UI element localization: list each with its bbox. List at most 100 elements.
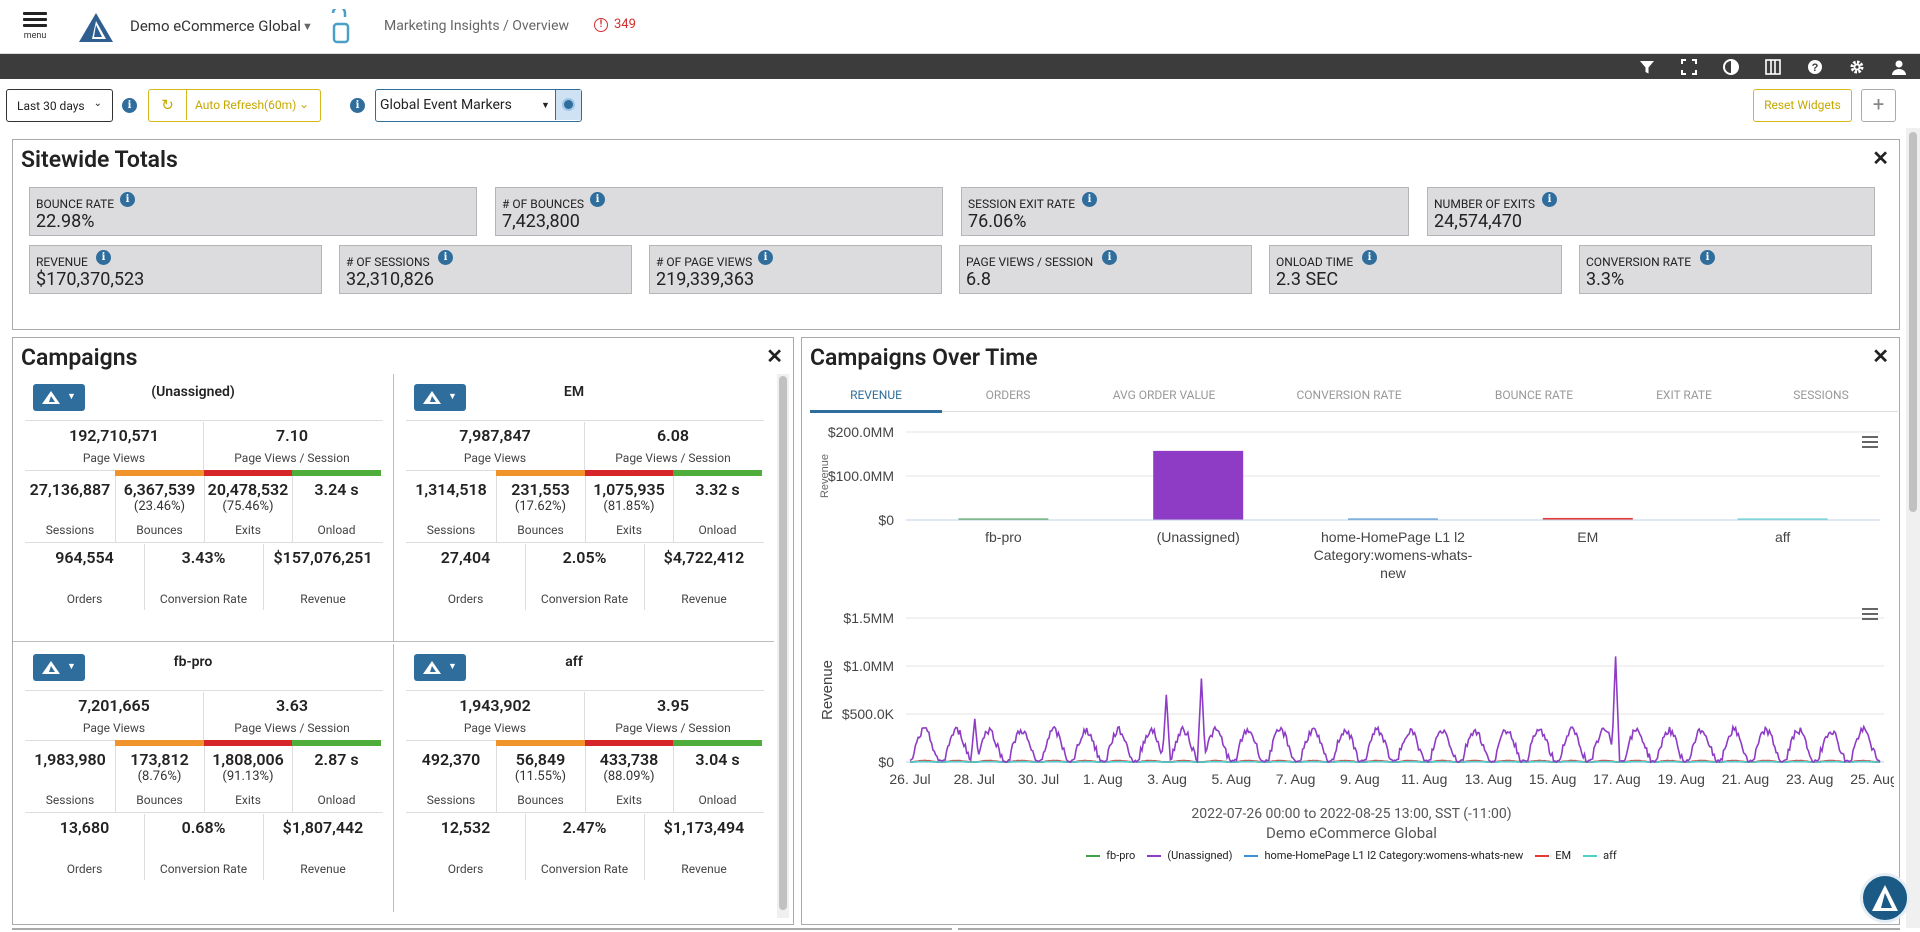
scrollbar[interactable] <box>777 374 789 918</box>
tab-avg-order-value[interactable]: Avg Order Value <box>1112 388 1216 402</box>
chart-site-name: Demo eCommerce Global <box>1266 824 1437 842</box>
y-axis-label: Revenue <box>819 660 836 720</box>
legend-item[interactable]: fb-pro <box>1086 849 1135 862</box>
logo-icon <box>42 661 60 674</box>
assistant-button[interactable] <box>1860 873 1910 923</box>
metric-value: 1,075,935 <box>593 480 665 499</box>
menu-button[interactable]: menu <box>18 8 52 48</box>
info-icon[interactable]: i <box>758 250 773 265</box>
series-line-unassigned[interactable] <box>909 656 1881 764</box>
close-icon[interactable]: ✕ <box>766 344 783 368</box>
reset-widgets-button[interactable]: Reset Widgets <box>1753 89 1852 122</box>
bounce-color-bar <box>115 470 204 476</box>
page-scrollbar[interactable] <box>1906 128 1920 928</box>
chart-subtitle: 2022-07-26 00:00 to 2022-08-25 13:00, SS… <box>1191 806 1512 822</box>
x-tick-label: 21. Aug <box>1722 771 1770 787</box>
chevron-down-icon: ⌄ <box>299 97 310 111</box>
scrollbar-thumb[interactable] <box>779 376 787 910</box>
metric-value: 964,554 <box>55 548 114 567</box>
info-icon[interactable]: i <box>590 192 605 207</box>
info-icon[interactable]: i <box>96 250 111 265</box>
metric-percent: (81.85%) <box>603 499 655 514</box>
x-tick-label: fb-pro <box>985 529 1022 545</box>
info-icon[interactable]: i <box>350 98 365 113</box>
bar[interactable] <box>958 518 1049 521</box>
contrast-icon[interactable] <box>1720 57 1742 76</box>
info-icon[interactable]: i <box>1082 192 1097 207</box>
marker-pin-icon[interactable] <box>555 90 581 120</box>
campaign-metric: 1,943,902 <box>406 696 584 715</box>
campaign-metric: 2.05% <box>525 548 644 567</box>
close-icon[interactable]: ✕ <box>1872 146 1889 170</box>
tab-revenue[interactable]: Revenue <box>850 388 902 402</box>
unlock-icon[interactable] <box>328 9 354 45</box>
user-icon[interactable] <box>1888 57 1910 76</box>
y-tick-label: $500.0K <box>842 706 895 722</box>
bar[interactable] <box>1542 517 1633 520</box>
tab-bounce-rate[interactable]: Bounce Rate <box>1494 388 1574 402</box>
site-name[interactable]: Demo eCommerce Global <box>130 17 301 35</box>
bar[interactable] <box>1348 518 1438 521</box>
bar[interactable] <box>1737 518 1828 521</box>
metric-value: 27,136,887 <box>29 480 111 499</box>
logo-icon <box>423 391 441 404</box>
metric-label: Revenue <box>681 592 727 606</box>
series-line-aff[interactable] <box>910 760 1880 763</box>
add-widget-button[interactable]: + <box>1861 89 1896 122</box>
info-icon[interactable]: i <box>122 98 137 113</box>
fullscreen-icon[interactable] <box>1678 57 1700 76</box>
columns-icon[interactable] <box>1762 57 1784 76</box>
campaign-menu-button[interactable]: ▼ <box>33 654 85 681</box>
campaign-menu-button[interactable]: ▼ <box>414 384 466 411</box>
alert-count[interactable]: ! 349 <box>594 17 636 32</box>
info-icon[interactable]: i <box>1700 250 1715 265</box>
date-range-select[interactable]: Last 30 days ⌄ <box>6 89 113 122</box>
page-scrollbar-thumb[interactable] <box>1909 132 1917 512</box>
x-tick-label: 26. Jul <box>889 771 930 787</box>
tab-sessions[interactable]: Sessions <box>1793 388 1849 402</box>
chart-menu-icon[interactable] <box>1862 608 1878 620</box>
event-markers-select[interactable]: Global Event Markers ▼ <box>375 89 582 122</box>
legend-item[interactable]: aff <box>1583 849 1617 862</box>
help-icon[interactable]: ? <box>1804 57 1826 76</box>
legend-item[interactable]: EM <box>1535 849 1571 862</box>
logo-icon <box>1872 885 1898 911</box>
campaign-metric: 173,812 (8.76%) <box>115 750 204 784</box>
info-icon[interactable]: i <box>1542 192 1557 207</box>
metric-value: 12,532 <box>440 818 491 837</box>
refresh-icon[interactable]: ↻ <box>149 90 187 120</box>
info-icon[interactable]: i <box>1102 250 1117 265</box>
auto-refresh-button[interactable]: ↻ Auto Refresh(60m) ⌄ <box>148 89 321 122</box>
info-icon[interactable]: i <box>120 192 135 207</box>
close-icon[interactable]: ✕ <box>1872 344 1889 368</box>
caret-down-icon: ▼ <box>448 392 457 402</box>
chart-menu-icon[interactable] <box>1862 436 1878 448</box>
campaign-metric: 433,738 (88.09%) <box>585 750 673 784</box>
x-tick-label: 15. Aug <box>1529 771 1577 787</box>
campaign-metric: 2.87 s <box>292 750 381 769</box>
metric-label: Bounces <box>517 523 564 537</box>
info-icon[interactable]: i <box>438 250 453 265</box>
metric-label: Onload <box>317 523 356 537</box>
gear-icon[interactable] <box>1846 57 1868 76</box>
y-tick-label: $0 <box>878 754 894 770</box>
campaign-menu-button[interactable]: ▼ <box>33 384 85 411</box>
filter-icon[interactable] <box>1636 57 1658 76</box>
metric-label: Onload <box>698 793 737 807</box>
chevron-down-icon[interactable]: ▼ <box>302 20 313 33</box>
panel-title: Campaigns Over Time <box>810 344 1038 371</box>
tab-conversion-rate[interactable]: Conversion Rate <box>1296 388 1402 402</box>
campaign-menu-button[interactable]: ▼ <box>414 654 466 681</box>
metric-label: Conversion Rate <box>540 862 629 876</box>
bar[interactable] <box>1153 450 1244 520</box>
active-tab-indicator <box>810 410 942 413</box>
tab-exit-rate[interactable]: Exit Rate <box>1656 388 1712 402</box>
metric-label: Bounces <box>517 793 564 807</box>
x-tick-label: aff <box>1775 529 1790 545</box>
campaign-metric: 7,201,665 <box>25 696 203 715</box>
x-tick-label: 28. Jul <box>954 771 995 787</box>
info-icon[interactable]: i <box>1362 250 1377 265</box>
tab-orders[interactable]: Orders <box>985 388 1031 402</box>
legend-item[interactable]: (Unassigned) <box>1147 849 1232 862</box>
legend-item[interactable]: home-HomePage L1 l2 Category:womens-what… <box>1244 849 1523 862</box>
